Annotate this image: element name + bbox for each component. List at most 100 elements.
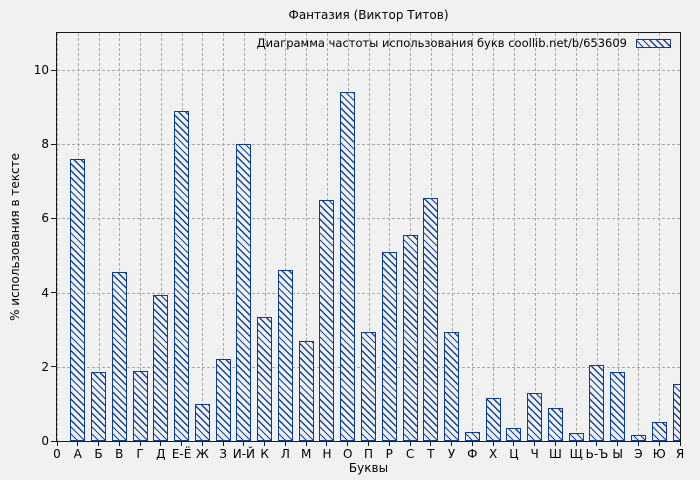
y-tick-label: 8 xyxy=(41,137,49,152)
x-tick-label: Ы xyxy=(612,447,623,461)
bar-В xyxy=(111,272,127,441)
x-gridline xyxy=(368,33,370,441)
y-tick-mark xyxy=(51,440,56,442)
bar-Б xyxy=(91,372,107,441)
x-tick-mark xyxy=(243,442,245,446)
legend-label: Диаграмма частоты использования букв coo… xyxy=(256,36,627,50)
bar-Ь-Ъ xyxy=(589,364,605,441)
x-tick-label: Ю xyxy=(652,447,666,461)
x-tick-mark xyxy=(471,442,473,446)
x-tick-label: С xyxy=(405,447,415,461)
y-tick-label: 0 xyxy=(41,434,49,448)
x-tick-mark xyxy=(139,442,141,446)
bar-Ш xyxy=(547,407,563,441)
y-tick-label: 6 xyxy=(41,211,49,226)
x-tick-mark xyxy=(98,442,100,446)
x-tick-label: Б xyxy=(94,447,103,461)
x-tick-label: Л xyxy=(280,447,290,461)
x-gridline xyxy=(576,33,578,441)
bar-А xyxy=(70,159,86,441)
x-gridline xyxy=(472,33,474,441)
x-tick-label: Н xyxy=(322,447,332,461)
bar-Л xyxy=(277,270,293,441)
x-gridline xyxy=(223,33,225,441)
bar-Г xyxy=(132,370,148,441)
x-tick-label: О xyxy=(342,447,353,461)
x-gridline xyxy=(534,33,536,441)
x-gridline xyxy=(513,33,515,441)
bar-Н xyxy=(319,199,335,441)
x-gridline xyxy=(119,33,121,441)
bar-Ф xyxy=(464,431,480,441)
bar-П xyxy=(361,331,376,441)
x-tick-mark xyxy=(554,442,556,446)
x-tick-label: Т xyxy=(427,447,435,461)
x-tick-label: Э xyxy=(634,447,643,461)
bar-З xyxy=(215,359,231,441)
x-tick-mark xyxy=(181,442,183,446)
x-tick-mark xyxy=(534,442,536,446)
x-tick-mark xyxy=(56,442,58,446)
x-tick-label: И-Й xyxy=(232,447,256,461)
legend: Диаграмма частоты использования букв coo… xyxy=(257,37,671,50)
y-tick-marks xyxy=(51,33,56,442)
x-tick-label: Ж xyxy=(195,447,209,461)
x-tick-label: Д xyxy=(156,447,166,461)
y-tick-label: 2 xyxy=(41,359,49,374)
x-tick-label: Е-Ё xyxy=(171,447,192,461)
x-tick-label: М xyxy=(301,447,312,461)
x-tick-label: Р xyxy=(385,447,393,461)
x-tick-mark xyxy=(222,442,224,446)
bar-Х xyxy=(485,398,501,441)
x-gridline xyxy=(98,33,100,441)
y-tick-mark xyxy=(51,143,56,145)
x-gridline xyxy=(264,33,266,441)
x-gridline xyxy=(140,33,142,441)
x-tick-mark xyxy=(77,442,79,446)
x-tick-label: Ф xyxy=(467,447,478,461)
x-gridline xyxy=(389,33,391,441)
bar-Р xyxy=(381,251,397,441)
bar-С xyxy=(402,235,418,441)
x-tick-mark xyxy=(326,442,328,446)
x-tick-label: Х xyxy=(488,447,498,461)
bar-Э xyxy=(630,435,646,441)
x-tick-mark xyxy=(679,442,681,446)
x-tick-mark xyxy=(451,442,453,446)
y-tick-label: 10 xyxy=(33,63,49,78)
bar-К xyxy=(257,316,273,441)
x-tick-label: А xyxy=(73,447,82,461)
x-tick-mark xyxy=(409,442,411,446)
x-gridline xyxy=(659,33,661,441)
x-tick-mark xyxy=(617,442,619,446)
x-tick-label: У xyxy=(447,447,456,461)
bar-Ы xyxy=(610,372,626,441)
x-tick-label: В xyxy=(115,447,124,461)
x-tick-label: К xyxy=(260,447,269,461)
bar-Ч xyxy=(527,392,543,441)
bar-Я xyxy=(672,383,680,441)
x-tick-mark xyxy=(430,442,432,446)
x-tick-mark xyxy=(513,442,515,446)
x-tick-mark xyxy=(658,442,660,446)
x-tick-mark xyxy=(284,442,286,446)
x-tick-mark xyxy=(118,442,120,446)
x-gridline xyxy=(57,33,58,441)
x-axis-label: Буквы xyxy=(348,461,389,475)
x-tick-mark xyxy=(368,442,369,446)
x-tick-label: Г xyxy=(136,447,144,461)
x-tick-mark xyxy=(160,442,162,446)
x-gridline xyxy=(285,33,287,441)
x-tick-mark xyxy=(347,442,349,446)
y-tick-mark xyxy=(51,292,56,294)
bar-Ю xyxy=(651,422,667,441)
bar-И-Й xyxy=(236,144,252,441)
x-tick-label: Ц xyxy=(509,447,519,461)
x-gridline xyxy=(596,33,598,441)
x-tick-label: Ч xyxy=(530,447,539,461)
x-gridline xyxy=(680,33,681,441)
x-tick-mark xyxy=(492,442,494,446)
bar-М xyxy=(298,340,314,441)
x-tick-mark xyxy=(305,442,307,446)
